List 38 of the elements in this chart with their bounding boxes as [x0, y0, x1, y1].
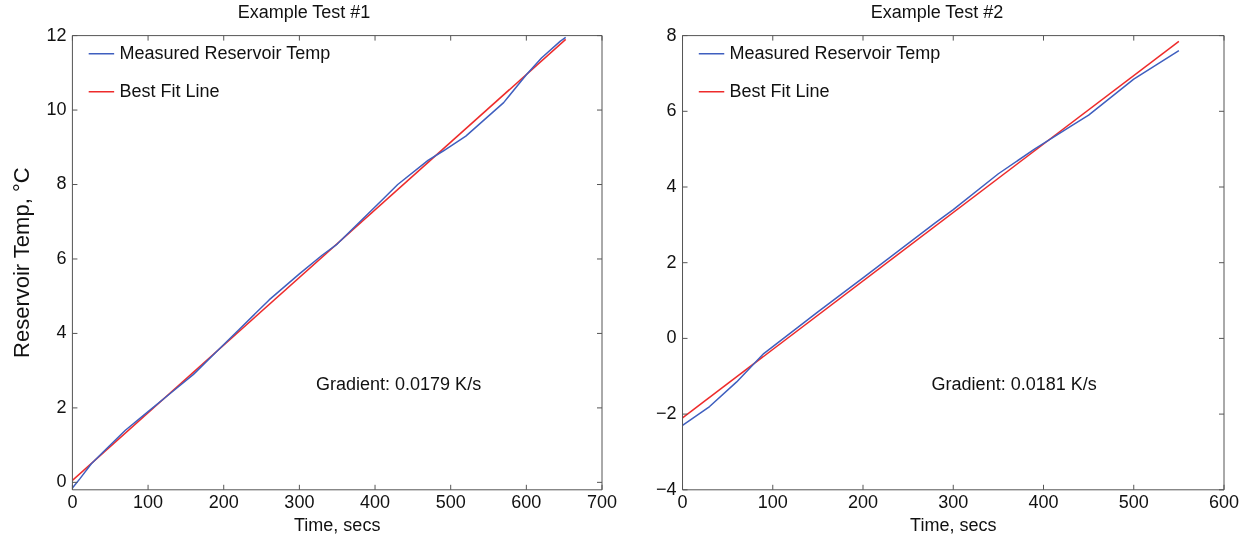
chart-title: Example Test #1	[237, 1, 371, 22]
x-tick-label: 300	[284, 491, 315, 512]
y-tick-label: 8	[56, 173, 67, 194]
x-tick-label: 400	[1028, 491, 1059, 512]
x-tick-label: 400	[360, 491, 391, 512]
y-tick-label: 4	[666, 175, 677, 196]
x-tick-label: 200	[208, 491, 239, 512]
legend-label: Best Fit Line	[119, 80, 220, 101]
y-tick-label: 6	[56, 247, 67, 268]
x-tick-label: 600	[511, 491, 542, 512]
annotation: Gradient: 0.0179 K/s	[316, 374, 482, 395]
y-tick-label: −4	[655, 478, 677, 499]
x-axis-title: Time, secs	[294, 515, 381, 536]
annotation: Gradient: 0.0181 K/s	[931, 374, 1097, 395]
legend-label: Best Fit Line	[729, 80, 830, 101]
y-axis-title: Reservoir Temp, °C	[9, 167, 35, 358]
y-tick-label: 2	[666, 251, 677, 272]
y-tick-label: 0	[666, 327, 677, 348]
x-tick-label: 100	[133, 491, 164, 512]
x-tick-label: 100	[757, 491, 788, 512]
y-tick-label: 0	[56, 471, 67, 492]
chart-title: Example Test #2	[870, 1, 1004, 22]
x-tick-label: 600	[1208, 491, 1240, 512]
x-tick-label: 200	[847, 491, 879, 512]
x-tick-label: 300	[938, 491, 969, 512]
x-axis-title: Time, secs	[910, 515, 997, 536]
x-tick-label: 700	[586, 491, 618, 512]
y-tick-label: 10	[46, 99, 67, 120]
legend-label: Measured Reservoir Temp	[119, 42, 331, 63]
x-tick-label: 500	[1118, 491, 1149, 512]
y-tick-label: 8	[666, 24, 677, 45]
x-tick-label: 500	[435, 491, 466, 512]
y-tick-label: 2	[56, 396, 67, 417]
y-tick-label: 6	[666, 100, 677, 121]
legend-label: Measured Reservoir Temp	[729, 42, 941, 63]
y-tick-label: 4	[56, 322, 67, 343]
y-tick-label: 12	[46, 24, 67, 45]
y-tick-label: −2	[655, 403, 677, 424]
